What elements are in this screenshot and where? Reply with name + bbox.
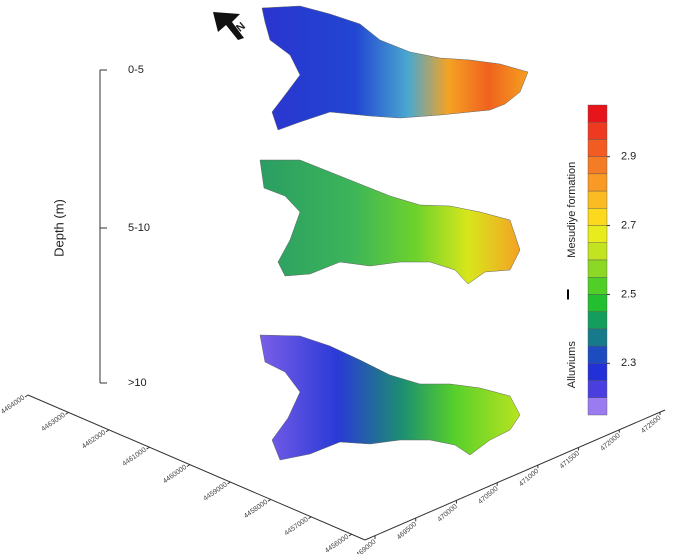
northing-label: 4456000 — [324, 533, 350, 554]
colorbar-upper-label: Mesudiye formation — [566, 162, 578, 258]
colorbar-bin — [587, 380, 608, 398]
northing-tick — [146, 446, 150, 450]
colorbar-bin — [587, 190, 608, 209]
northing-label: 4458000 — [243, 499, 269, 520]
northing-tick — [105, 429, 110, 433]
map-gt10 — [259, 334, 521, 461]
northing-tick — [227, 481, 231, 485]
colorbar-bin — [587, 122, 608, 140]
map-0-5 — [261, 5, 529, 131]
easting-label: 471500 — [559, 450, 581, 470]
easting-label: 469500 — [396, 521, 418, 541]
northing-label: 4461000 — [121, 446, 147, 467]
easting-label: 471000 — [518, 468, 540, 488]
colorbar-bin — [587, 242, 608, 261]
colorbar-bin — [587, 156, 608, 175]
northing-tick — [348, 533, 353, 537]
easting-label: 470500 — [477, 485, 499, 505]
colorbar-tick-label: 2.5 — [621, 288, 636, 300]
northing-label: 4457000 — [283, 516, 309, 537]
ground-axes — [27, 394, 666, 541]
colorbar-bin — [587, 345, 608, 364]
northing-axis — [27, 394, 366, 541]
colorbar-bin — [587, 277, 608, 295]
northing-label: 4462000 — [81, 429, 107, 450]
northing-label: 4463000 — [40, 412, 66, 433]
easting-label: 472000 — [599, 432, 621, 452]
colorbar-bin — [587, 173, 608, 192]
colorbar-bin — [587, 328, 608, 347]
northing-tick — [186, 464, 191, 467]
colorbar-bin — [587, 139, 608, 157]
colorbar-bin — [587, 225, 608, 243]
colorbar-bin — [587, 311, 608, 330]
northing-tick — [308, 516, 312, 520]
northing-label: 4464000 — [0, 394, 26, 415]
colorbar-lower-label: Alluviums — [566, 341, 578, 389]
colorbar-bin — [587, 104, 608, 123]
depth-label: 0-5 — [128, 64, 144, 76]
north-arrow: N — [213, 12, 248, 40]
easting-label: 472500 — [640, 415, 662, 435]
colorbar-tick-label: 2.7 — [621, 219, 636, 231]
colorbar-bin — [587, 259, 608, 278]
easting-label: 470000 — [437, 503, 459, 523]
depth-label: 5-10 — [128, 222, 150, 234]
colorbar-bin — [587, 363, 608, 381]
colorbar-bin — [587, 208, 608, 226]
colorbar-bin — [587, 294, 608, 312]
easting-axis — [364, 409, 666, 541]
map-5-10 — [259, 159, 521, 285]
maps — [259, 5, 529, 461]
depth-axis: Depth (m) — [51, 70, 101, 383]
colorbar-tick-label: 2.3 — [621, 357, 636, 369]
colorbar-tick-label: 2.9 — [621, 151, 636, 163]
colorbar-bin — [587, 397, 608, 416]
easting-label: 469000 — [355, 539, 377, 554]
depth-label: >10 — [128, 377, 147, 389]
northing-label: 4460000 — [162, 464, 188, 485]
northing-tick — [267, 498, 272, 502]
northing-tick — [65, 411, 69, 415]
depth-title: Depth (m) — [51, 199, 66, 257]
northing-label: 4459000 — [202, 481, 228, 502]
northing-tick — [24, 394, 29, 398]
